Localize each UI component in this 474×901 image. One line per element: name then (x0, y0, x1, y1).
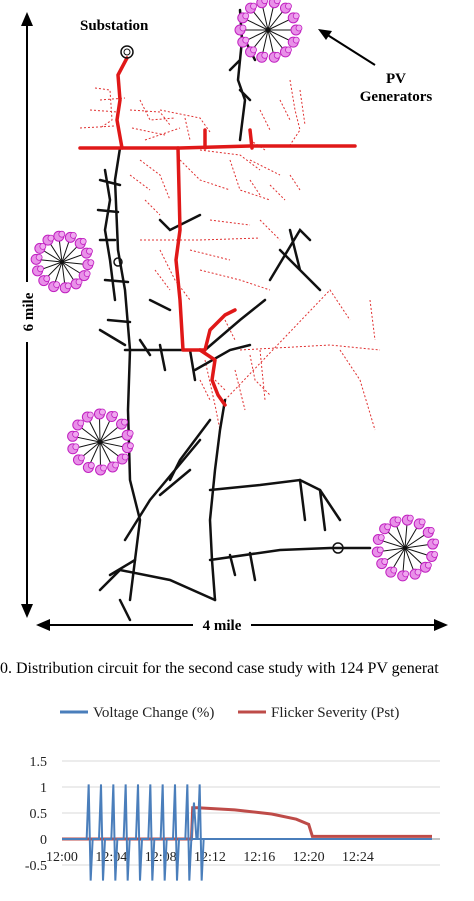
y-tick-label: 0 (40, 833, 47, 848)
x-tick-labels: 12:00 12:04 12:08 12:12 12:16 12:20 12:24 (46, 850, 374, 865)
y-tick-label: 1.5 (30, 755, 48, 770)
width-label: 4 mile (203, 618, 242, 634)
x-tick-label: 12:08 (145, 850, 177, 865)
x-tick-label: 12:00 (46, 850, 78, 865)
substation-symbols (113, 45, 344, 554)
height-dimension-arrow: 6 mile (17, 12, 37, 618)
substation-label: Substation (80, 18, 149, 34)
pv-cluster (371, 514, 440, 582)
x-tick-label: 12:20 (293, 850, 325, 865)
y-tick-label: 0.5 (30, 807, 48, 822)
width-dimension-arrow: 4 mile (36, 615, 448, 635)
black-feeders (96, 8, 372, 622)
pv-label-line1: PV (386, 71, 406, 87)
pv-cluster (234, 0, 303, 63)
y-tick-label: 1 (40, 781, 47, 796)
pv-cluster (30, 230, 95, 294)
figure-caption: 0. Distribution circuit for the second c… (0, 660, 439, 677)
pv-cluster (67, 408, 134, 476)
chart-legend: Voltage Change (%) Flicker Severity (Pst… (60, 705, 399, 721)
height-label: 6 mile (21, 292, 37, 331)
pv-generator-clusters (30, 0, 440, 582)
y-tick-label: -0.5 (25, 859, 47, 874)
pv-label-line2: Generators (360, 89, 433, 105)
x-tick-label: 12:12 (194, 850, 226, 865)
pv-arrow (318, 29, 376, 66)
legend-flicker-label: Flicker Severity (Pst) (271, 705, 399, 721)
voltage-series-line (62, 784, 432, 881)
red-laterals (79, 79, 381, 431)
x-tick-label: 12:16 (243, 850, 275, 865)
x-tick-label: 12:24 (342, 850, 374, 865)
flicker-series-line (62, 806, 432, 841)
voltage-flicker-chart: Voltage Change (%) Flicker Severity (Pst… (25, 705, 440, 881)
y-tick-labels: 1.5 1 0.5 0 -0.5 (25, 755, 47, 874)
legend-voltage-label: Voltage Change (%) (93, 705, 214, 721)
x-tick-label: 12:04 (95, 850, 127, 865)
main-feeder (78, 56, 357, 407)
distribution-circuit-map: Substation PV Generators 6 mile 4 mile (17, 0, 448, 635)
